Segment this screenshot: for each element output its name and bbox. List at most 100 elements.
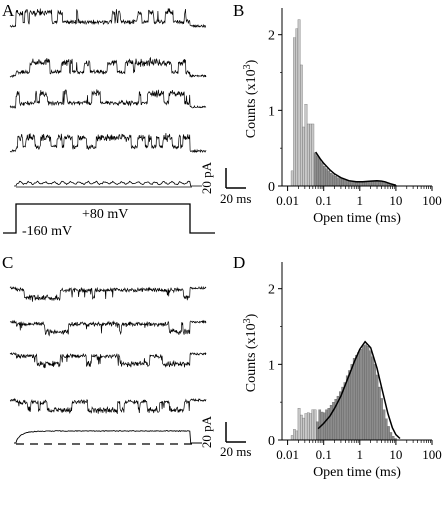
histogram-bar: [345, 180, 349, 187]
histogram-bar: [297, 19, 301, 187]
panel-a-scale-time: 20 ms: [220, 191, 251, 206]
average-trace-line: [14, 430, 202, 444]
histogram-bar: [313, 152, 317, 187]
histogram-bar: [304, 413, 308, 441]
x-tick-label: 1: [357, 193, 364, 208]
x-axis-label: Open time (ms): [313, 211, 401, 226]
histogram-bar: [375, 181, 379, 187]
histogram-bar: [300, 64, 303, 187]
histogram-bar: [364, 344, 367, 441]
channel-trace: [9, 319, 207, 337]
histogram-bar: [348, 181, 351, 187]
histogram-bar: [293, 37, 296, 187]
histogram-bar: [316, 155, 319, 187]
panel-c-scale-time: 20 ms: [220, 444, 251, 459]
histogram-bar: [389, 432, 393, 441]
panel-a-scale-current: 20 pA: [199, 161, 214, 194]
histogram-bar: [336, 177, 340, 187]
histogram-bar: [320, 162, 324, 187]
fit-curve: [315, 151, 397, 186]
histogram-bar: [368, 350, 372, 441]
histogram-bar: [295, 430, 299, 441]
histogram-bar: [316, 421, 319, 441]
average-trace-line: [14, 180, 202, 187]
histogram-bar: [293, 429, 296, 441]
histogram-bar: [343, 179, 347, 187]
panel-label-a: A: [2, 1, 15, 20]
histogram-bar: [306, 412, 310, 441]
histogram-bar: [309, 123, 312, 187]
y-tick-label: 0: [268, 180, 275, 195]
fit-curve: [317, 340, 401, 440]
x-tick-label: 0.01: [276, 447, 299, 462]
histogram-bar: [304, 104, 308, 187]
histogram-bar: [311, 409, 315, 441]
histogram-bar: [325, 409, 328, 441]
histogram-bar: [313, 409, 317, 441]
histogram-bar: [290, 170, 294, 187]
histogram-bar: [341, 179, 344, 187]
histogram-bar: [309, 413, 312, 441]
y-tick-label: 1: [268, 358, 275, 373]
histogram-bar: [348, 370, 351, 441]
panel-c-scale-bar: [225, 422, 246, 443]
histogram-bar: [382, 409, 386, 441]
panel-label-b: B: [233, 1, 244, 20]
x-axis-label: Open time (ms): [313, 465, 401, 480]
histogram-bar: [332, 174, 335, 187]
y-tick-label: 2: [268, 283, 275, 298]
panel-a-traces: [9, 8, 207, 154]
histogram-bar: [380, 398, 383, 441]
panel-c-traces: [9, 285, 207, 414]
histogram-bar: [297, 408, 301, 441]
histogram-bar: [302, 417, 305, 441]
channel-trace: [9, 285, 207, 302]
histogram-bar: [361, 345, 365, 441]
histogram-bar: [357, 182, 360, 187]
holding-voltage-label: -160 mV: [22, 224, 72, 239]
histogram-bar: [380, 182, 383, 187]
x-tick-label: 1: [357, 447, 364, 462]
histogram-bar: [368, 181, 372, 187]
panel-label-c: C: [2, 253, 13, 272]
voltage-step-label: +80 mV: [82, 207, 128, 222]
x-tick-label: 10: [389, 447, 402, 462]
histogram-bar: [311, 123, 315, 187]
channel-trace: [9, 89, 207, 109]
histogram-bar: [323, 166, 326, 187]
histogram-bar: [373, 364, 377, 441]
histogram-bar: [391, 436, 395, 441]
x-tick-label: 100: [422, 447, 442, 462]
panel-label-d: D: [233, 253, 245, 272]
histogram-bar: [373, 181, 377, 187]
histogram-bar: [300, 414, 303, 441]
panel-a-scale-bar: [225, 168, 246, 189]
histogram-bar: [375, 374, 379, 441]
histogram-bar: [325, 168, 328, 187]
histogram-bar: [345, 375, 349, 441]
histogram-bar: [334, 176, 338, 187]
channel-trace: [9, 132, 207, 154]
histogram-bar: [366, 346, 370, 441]
voltage-protocol: [3, 203, 215, 234]
histogram-bar: [355, 355, 358, 441]
histogram-bar: [371, 181, 374, 187]
histogram-bar: [350, 364, 354, 441]
histogram-bar: [359, 182, 363, 187]
histogram-bar: [371, 356, 374, 441]
y-axis-label: Counts (x103): [242, 313, 259, 392]
histogram-bar: [378, 386, 381, 441]
histogram-bar: [323, 412, 326, 441]
panel-c-scale-current: 20 pA: [199, 415, 214, 448]
histogram-bar: [384, 418, 388, 441]
histogram-bar: [329, 172, 333, 187]
x-tick-label: 0.1: [316, 447, 332, 462]
histogram-bar: [387, 426, 390, 441]
x-tick-label: 0.1: [316, 193, 332, 208]
histogram-bar: [352, 182, 356, 187]
y-tick-label: 0: [268, 434, 275, 449]
x-tick-label: 0.01: [276, 193, 299, 208]
histogram-bar: [295, 28, 299, 187]
histogram-bar: [378, 181, 381, 187]
panel-b-histogram: 0.01 0.1 1 10 100 0 1 2 Open time (ms) Counts (x1…: [242, 8, 442, 226]
